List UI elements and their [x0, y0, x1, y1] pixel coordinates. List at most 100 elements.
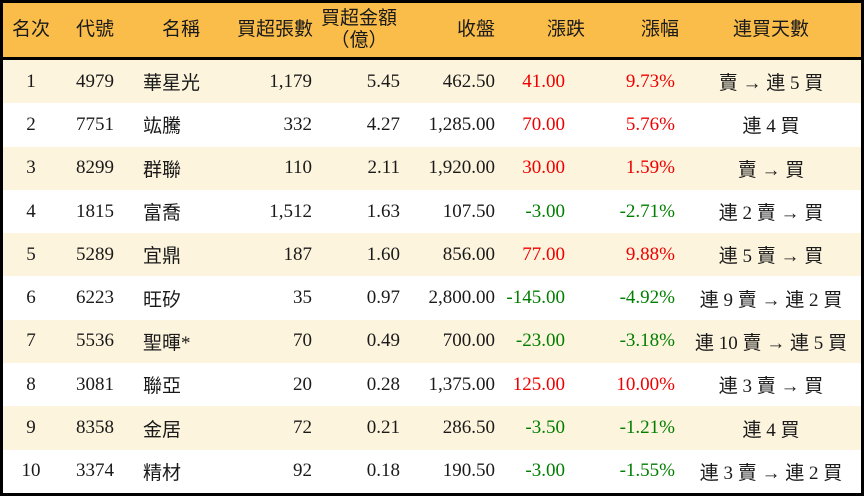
table-header-row: 名次 代號 名稱 買超張數 買超金額 （億） 收盤 漲跌 漲幅 連買天數 [3, 3, 861, 60]
name-cell: 宜鼎 [143, 246, 182, 268]
name-cell: 聯亞 [143, 376, 182, 398]
rank-cell: 10 [21, 460, 41, 482]
col-header-name: 名稱 [161, 19, 200, 41]
buy-amount-cell: 0.97 [366, 287, 400, 309]
change-cell: 30.00 [522, 157, 565, 179]
col-header-close: 收盤 [456, 19, 495, 41]
col-header-code: 代號 [75, 19, 114, 41]
change-cell: 77.00 [522, 243, 565, 265]
buy-volume-cell: 35 [293, 287, 312, 309]
buy-volume-cell: 110 [284, 157, 312, 179]
table-row: 2 7751 竑騰 332 4.27 1,285.00 70.00 5.76% … [3, 103, 861, 147]
close-cell: 856.00 [442, 243, 495, 265]
close-cell: 700.00 [442, 330, 495, 352]
streak-cell: 連 4 買 [742, 419, 800, 441]
table-row: 7 5536 聖暉* 70 0.49 700.00 -23.00 -3.18% … [3, 319, 861, 364]
code-cell: 1815 [76, 200, 114, 222]
streak-cell: 連 3 賣 → 買 [718, 376, 824, 398]
name-cell: 旺矽 [143, 289, 182, 311]
change-pct-cell: -2.71% [619, 200, 675, 222]
buy-amount-cell: 5.45 [366, 70, 400, 92]
change-cell: 70.00 [522, 113, 565, 135]
change-cell: -145.00 [506, 287, 565, 309]
change-pct-cell: -4.92% [619, 287, 675, 309]
code-cell: 3081 [76, 373, 114, 395]
rank-cell: 8 [26, 373, 36, 395]
close-cell: 2,800.00 [428, 287, 496, 309]
rank-cell: 9 [26, 417, 36, 439]
code-cell: 7751 [76, 113, 114, 135]
change-pct-cell: 9.73% [625, 70, 675, 92]
code-cell: 5289 [76, 243, 114, 265]
buy-volume-cell: 1,179 [269, 70, 312, 92]
streak-cell: 賣 → 連 5 買 [718, 73, 824, 95]
change-pct-cell: 9.88% [625, 243, 675, 265]
name-cell: 富喬 [143, 203, 182, 225]
streak-cell: 連 2 賣 → 買 [718, 203, 824, 225]
name-cell: 精材 [143, 462, 182, 484]
change-pct-cell: 1.59% [625, 157, 675, 179]
rank-cell: 5 [26, 243, 36, 265]
table-body: 1 4979 華星光 1,179 5.45 462.50 41.00 9.73%… [3, 60, 861, 493]
col-header-change: 漲跌 [546, 19, 585, 41]
change-cell: 125.00 [512, 373, 565, 395]
close-cell: 462.50 [442, 70, 495, 92]
col-header-rank: 名次 [11, 19, 50, 41]
streak-cell: 賣 → 買 [737, 159, 805, 181]
table-row: 10 3374 精材 92 0.18 190.50 -3.00 -1.55% 連… [3, 449, 861, 493]
change-cell: -3.00 [525, 200, 565, 222]
col-header-streak: 連買天數 [732, 19, 809, 41]
change-pct-cell: 5.76% [625, 113, 675, 135]
streak-cell: 連 9 賣 → 連 2 買 [699, 289, 843, 311]
close-cell: 1,375.00 [428, 373, 496, 395]
close-cell: 190.50 [442, 460, 495, 482]
code-cell: 5536 [76, 330, 114, 352]
close-cell: 1,285.00 [428, 113, 496, 135]
name-cell: 華星光 [143, 73, 201, 95]
table-row: 1 4979 華星光 1,179 5.45 462.50 41.00 9.73%… [3, 60, 861, 104]
streak-cell: 連 4 買 [742, 116, 800, 138]
rank-cell: 3 [26, 157, 36, 179]
close-cell: 107.50 [442, 200, 495, 222]
change-pct-cell: 10.00% [616, 373, 675, 395]
buy-amount-cell: 0.49 [366, 330, 400, 352]
buy-volume-cell: 72 [293, 417, 312, 439]
code-cell: 3374 [76, 460, 114, 482]
buy-amount-cell: 1.60 [366, 243, 400, 265]
rank-cell: 7 [26, 330, 36, 352]
buy-amount-cell: 0.18 [366, 460, 400, 482]
streak-cell: 連 5 賣 → 買 [718, 246, 824, 268]
table-row: 6 6223 旺矽 35 0.97 2,800.00 -145.00 -4.92… [3, 276, 861, 320]
rank-cell: 2 [26, 113, 36, 135]
buy-amount-cell: 2.11 [367, 157, 400, 179]
table-row: 3 8299 群聯 110 2.11 1,920.00 30.00 1.59% … [3, 146, 861, 190]
code-cell: 6223 [76, 287, 114, 309]
name-cell: 群聯 [143, 159, 182, 181]
code-cell: 8358 [76, 417, 114, 439]
change-cell: 41.00 [522, 70, 565, 92]
rank-cell: 1 [26, 70, 36, 92]
streak-cell: 連 10 賣 → 連 5 買 [694, 332, 847, 354]
table-row: 5 5289 宜鼎 187 1.60 856.00 77.00 9.88% 連 … [3, 233, 861, 277]
change-cell: -23.00 [515, 330, 565, 352]
buy-amount-cell: 0.21 [366, 417, 400, 439]
change-pct-cell: -1.55% [619, 460, 675, 482]
streak-cell: 連 3 賣 → 連 2 買 [699, 462, 843, 484]
buy-amount-cell: 4.27 [366, 113, 400, 135]
code-cell: 8299 [76, 157, 114, 179]
buy-volume-cell: 70 [293, 330, 312, 352]
rank-cell: 6 [26, 287, 36, 309]
change-pct-cell: -3.18% [619, 330, 675, 352]
col-header-change-pct: 漲幅 [640, 19, 679, 41]
close-cell: 1,920.00 [428, 157, 496, 179]
code-cell: 4979 [76, 70, 114, 92]
name-cell: 金居 [143, 419, 182, 441]
buy-volume-cell: 1,512 [269, 200, 312, 222]
change-pct-cell: -1.21% [619, 417, 675, 439]
buy-volume-cell: 332 [283, 113, 313, 135]
buy-amount-cell: 1.63 [366, 200, 400, 222]
buy-amount-cell: 0.28 [366, 373, 400, 395]
name-cell: 竑騰 [143, 116, 182, 138]
buy-volume-cell: 92 [293, 460, 312, 482]
